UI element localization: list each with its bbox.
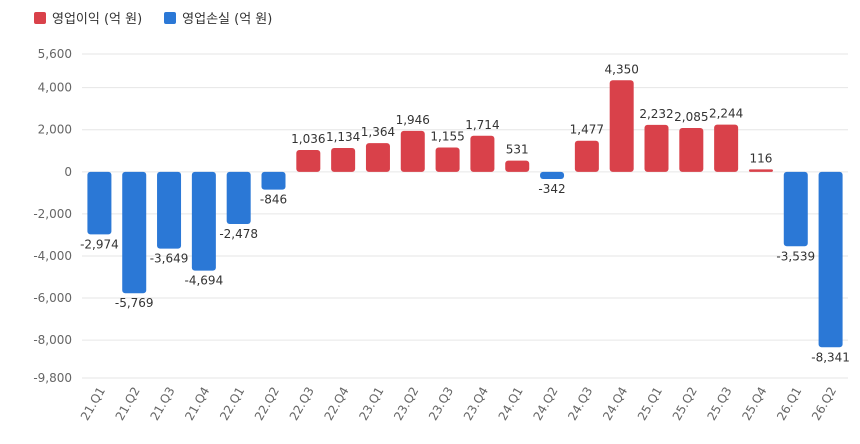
x-tick-label: 21.Q1 [78, 385, 108, 423]
x-tick-label: 21.Q4 [182, 385, 212, 423]
data-label: -2,478 [219, 227, 258, 241]
data-label: 2,232 [639, 107, 673, 121]
bar[interactable] [435, 147, 460, 172]
x-tick-label: 23.Q4 [461, 384, 491, 422]
y-tick-label: 0 [64, 165, 72, 179]
data-label: -342 [538, 182, 565, 196]
bar[interactable] [122, 171, 147, 294]
legend-item-loss[interactable]: 영업손실 (억 원) [164, 8, 272, 27]
bar[interactable] [574, 140, 599, 172]
data-label: -3,649 [150, 252, 189, 266]
x-tick-label: 24.Q1 [496, 385, 526, 423]
legend-item-profit[interactable]: 영업이익 (억 원) [34, 8, 142, 27]
data-label: -4,694 [185, 274, 224, 288]
x-tick-label: 22.Q2 [252, 385, 282, 423]
y-tick-label: 2,000 [38, 123, 72, 137]
x-tick-label: 22.Q1 [217, 385, 247, 423]
legend-label-profit: 영업이익 (억 원) [52, 12, 143, 27]
data-label: 1,714 [465, 118, 499, 132]
bar[interactable] [818, 171, 843, 348]
bar[interactable] [400, 130, 425, 172]
data-label: 2,085 [674, 110, 708, 124]
x-tick-label: 24.Q4 [600, 385, 630, 423]
x-tick-label: 22.Q3 [287, 385, 317, 423]
x-tick-label: 26.Q2 [809, 385, 839, 423]
bar[interactable] [87, 171, 112, 235]
bar[interactable] [714, 124, 739, 172]
bar[interactable] [226, 171, 251, 224]
bar[interactable] [365, 143, 390, 172]
x-tick-label: 23.Q2 [391, 385, 421, 423]
y-tick-label: -9,800 [33, 371, 72, 385]
data-label: 1,155 [430, 130, 464, 144]
bar[interactable] [296, 150, 321, 172]
y-axis: 5,600 4,000 2,000 0 -2,000 -4,000 -6,000 -8,000… [33, 47, 72, 385]
x-tick-label: 22.Q4 [322, 385, 352, 423]
data-label: 1,364 [361, 125, 395, 139]
data-label: 1,946 [396, 113, 430, 127]
data-label: 2,244 [709, 107, 743, 121]
x-axis: 21.Q1 21.Q2 21.Q3 21.Q4 22.Q1 22.Q2 22.Q3 22.Q4… [78, 384, 839, 422]
bar[interactable] [540, 171, 565, 180]
y-tick-label: 4,000 [38, 81, 72, 95]
x-tick-label: 23.Q3 [426, 385, 456, 423]
x-tick-label: 21.Q3 [147, 385, 177, 423]
y-tick-label: -4,000 [33, 249, 72, 263]
data-label: 1,134 [326, 130, 360, 144]
legend-swatch-profit [34, 11, 46, 24]
legend-swatch-loss [164, 11, 177, 24]
y-tick-label: 5,600 [38, 47, 72, 61]
y-tick-label: -2,000 [33, 207, 72, 221]
data-label: -8,341 [811, 350, 850, 364]
bar[interactable] [191, 171, 216, 271]
bar[interactable] [470, 135, 495, 172]
legend-label-loss: 영업손실 (억 원) [182, 12, 273, 27]
bar[interactable] [679, 127, 704, 172]
data-label: 116 [750, 151, 773, 165]
y-tick-label: -6,000 [33, 291, 72, 305]
y-tick-label: -8,000 [33, 333, 72, 347]
data-label: -2,974 [80, 237, 119, 251]
data-label: -5,769 [115, 296, 154, 310]
bars [87, 80, 843, 348]
bar[interactable] [748, 169, 773, 172]
x-tick-label: 25.Q1 [635, 385, 665, 423]
bar[interactable] [505, 160, 530, 172]
x-tick-label: 21.Q2 [113, 385, 143, 423]
data-label: 531 [506, 143, 529, 157]
bar[interactable] [331, 147, 356, 172]
x-tick-label: 26.Q1 [774, 385, 804, 423]
bar[interactable] [609, 80, 634, 172]
data-label: -3,539 [776, 249, 815, 263]
bar[interactable] [157, 171, 182, 249]
data-label: 1,477 [570, 123, 604, 137]
data-label: 4,350 [605, 62, 639, 76]
x-tick-label: 25.Q4 [739, 385, 769, 423]
x-tick-label: 23.Q1 [356, 385, 386, 423]
x-tick-label: 24.Q2 [530, 385, 560, 423]
x-tick-label: 24.Q3 [565, 385, 595, 423]
legend: 영업이익 (억 원) 영업손실 (억 원) [34, 8, 272, 27]
bar[interactable] [644, 124, 669, 172]
x-tick-label: 25.Q2 [670, 385, 700, 423]
x-tick-label: 25.Q3 [705, 385, 735, 423]
data-label: 1,036 [291, 132, 325, 146]
data-label: -846 [260, 193, 287, 207]
bar[interactable] [261, 171, 286, 190]
bar[interactable] [783, 171, 808, 247]
